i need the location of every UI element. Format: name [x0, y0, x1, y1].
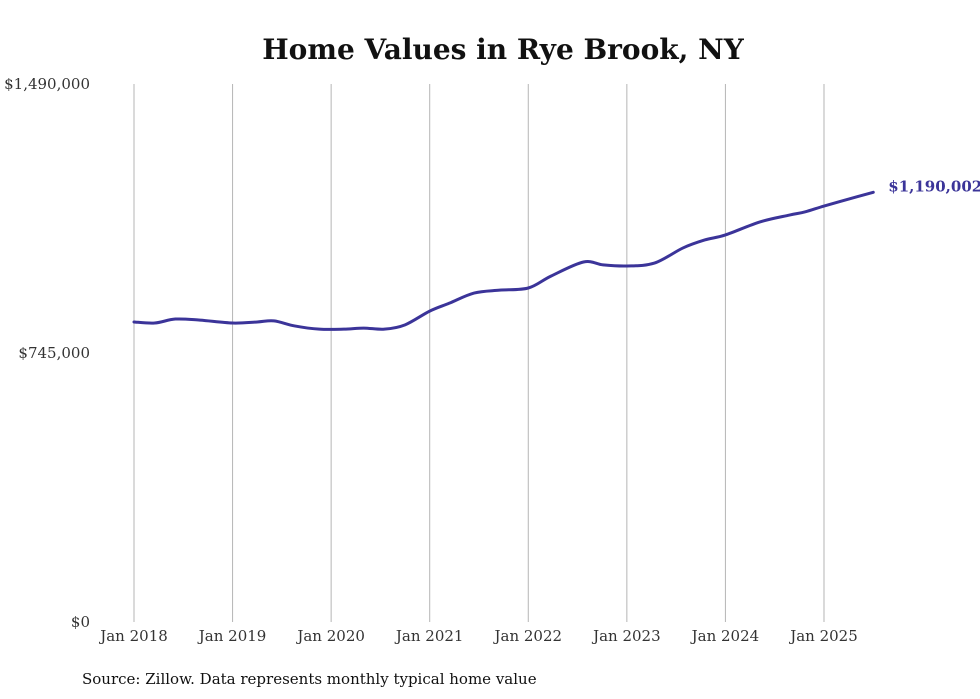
y-axis: $0 $745,000 $1,490,000 [4, 75, 90, 631]
gridlines [133, 84, 825, 622]
y-tick-label: $0 [71, 613, 90, 631]
x-tick-label: Jan 2020 [295, 627, 365, 645]
source-note: Source: Zillow. Data represents monthly … [82, 670, 537, 688]
x-tick-label: Jan 2018 [98, 627, 168, 645]
x-axis: Jan 2018 Jan 2019 Jan 2020 Jan 2021 Jan 2022… [98, 627, 858, 645]
y-tick-label: $745,000 [18, 344, 90, 362]
series-line [132, 190, 875, 331]
x-tick-label: Jan 2021 [394, 627, 464, 645]
x-tick-label: Jan 2025 [788, 627, 858, 645]
x-tick-label: Jan 2022 [492, 627, 562, 645]
x-tick-label: Jan 2024 [690, 627, 760, 645]
x-tick-label: Jan 2023 [591, 627, 661, 645]
end-value-label: $1,190,002 [888, 177, 980, 195]
chart-title: Home Values in Rye Brook, NY [262, 33, 745, 66]
y-tick-label: $1,490,000 [4, 75, 90, 93]
x-tick-label: Jan 2019 [197, 627, 267, 645]
